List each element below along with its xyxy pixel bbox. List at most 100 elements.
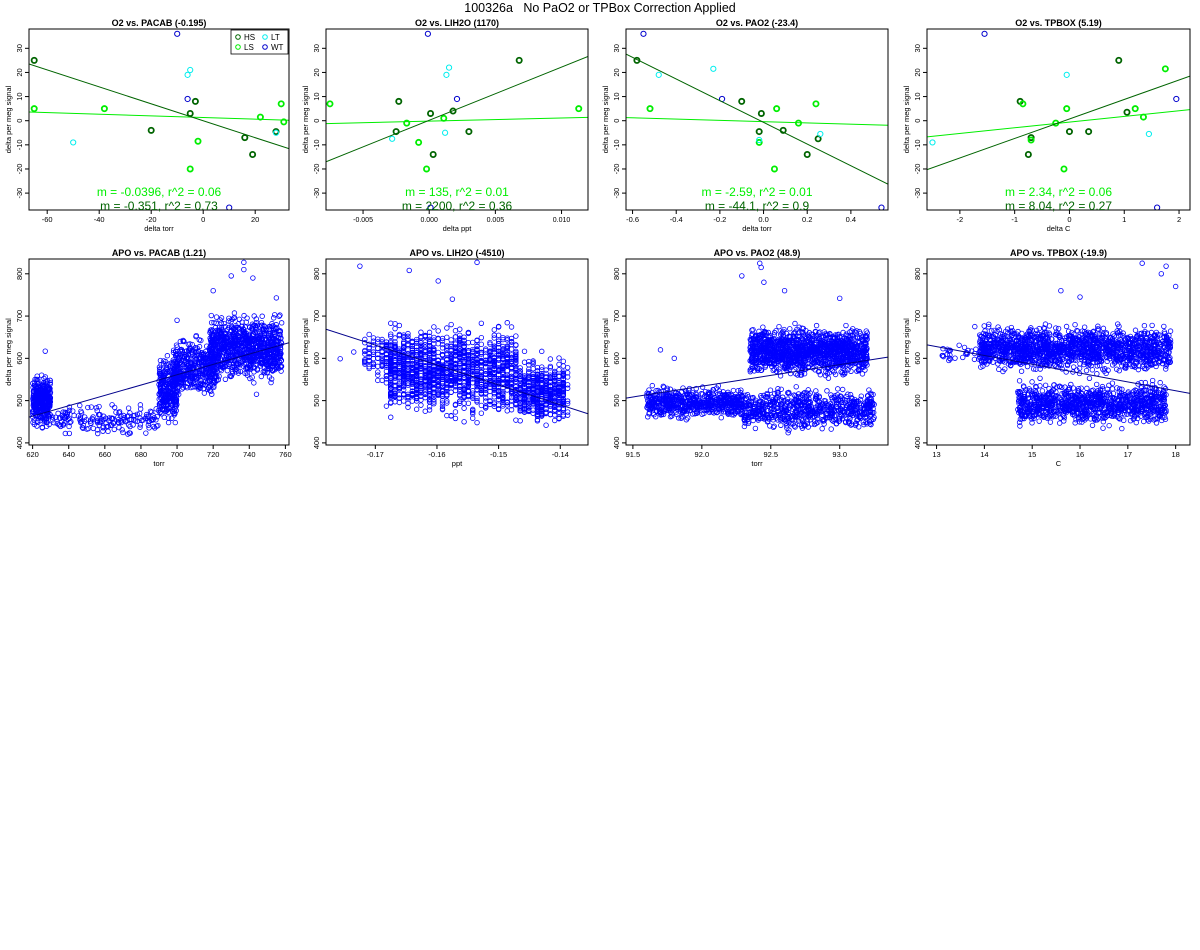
data-point [164,361,170,368]
data-point [539,348,545,355]
data-point [547,387,554,393]
data-point [699,384,706,390]
data-point [465,347,472,354]
data-point [157,385,164,391]
data-point [444,334,450,340]
data-point [259,313,265,319]
data-point [247,375,253,382]
y-tick-label: 500 [15,394,24,407]
data-point [409,349,416,356]
chart-panel: APO vs. PACAB (1.21)620 640 660 680 700 720 74… [4,248,292,468]
data-point [646,409,653,416]
data-point [193,370,199,376]
data-point [560,363,567,369]
legend-marker [262,34,268,40]
data-point-hs [738,97,746,105]
data-point [448,363,454,370]
data-point [211,356,218,362]
data-point [156,401,163,407]
data-point-wt [981,30,988,37]
data-point [228,341,235,347]
data-point [731,410,738,416]
data-point [212,329,218,336]
data-point [556,361,562,368]
data-point [439,338,446,344]
plot-frame [28,28,290,211]
data-point [457,374,463,380]
data-point [654,396,661,402]
data-point [77,402,83,409]
data-point-ls [440,114,448,122]
data-point [517,365,523,371]
data-point [695,396,702,402]
data-point [474,380,480,386]
data-point [739,393,745,399]
data-point [508,364,515,370]
data-point-lt [445,64,453,71]
data-point [435,335,441,341]
data-point [125,431,131,437]
data-point [237,362,243,368]
data-point [249,355,255,362]
x-axis-label: delta ppt [443,224,473,233]
data-point [375,339,381,345]
data-point [388,391,394,397]
data-point-ls [423,165,431,173]
data-point [276,313,282,319]
data-point [491,327,497,333]
data-point [45,386,51,392]
data-point [168,401,175,408]
data-point [392,399,398,405]
data-point [118,418,124,424]
data-point [431,358,437,364]
data-point [422,391,428,398]
data-point [277,312,283,318]
y-tick-label: 30 [312,44,321,52]
data-point [244,366,251,372]
data-point [236,316,243,322]
data-point [431,370,437,377]
data-point [409,360,416,367]
data-point [680,385,686,391]
data-point [165,391,171,397]
x-tick-label: 740 [243,450,256,459]
data-point [730,387,737,394]
data-point [270,315,277,321]
data-point [193,352,199,359]
data-point [495,324,502,330]
data-point [465,339,472,346]
data-point [534,364,541,371]
data-point [392,339,398,345]
data-point [674,411,680,418]
x-tick-label: 2 [1177,215,1181,224]
data-point [461,360,467,366]
data-point-lt [184,71,191,78]
data-point [217,348,223,354]
legend-label: LT [271,33,280,42]
plot-frame [28,258,290,446]
data-point [166,361,172,367]
data-point [439,405,446,412]
x-tick-label: 0.2 [802,215,812,224]
data-point-wt [878,204,885,210]
data-point [246,332,252,338]
data-point [243,361,249,367]
data-point [166,381,172,387]
x-tick-label: 0.000 [420,217,438,224]
data-point [39,391,46,397]
data-point [180,371,186,377]
data-point [215,329,221,336]
data-point [278,364,284,370]
data-point [517,370,523,377]
chart-panel: APO vs. PAO2 (48.9)91.5 92.0 92.5 93.040050… [601,248,889,468]
data-point [120,429,126,436]
data-point-hs [30,56,38,64]
data-point [218,320,225,326]
data-point [690,396,696,402]
data-point [491,372,497,378]
plot-area [326,259,588,428]
data-point [666,404,672,411]
data-point [148,417,155,424]
data-point [683,417,690,423]
data-point [94,419,101,426]
